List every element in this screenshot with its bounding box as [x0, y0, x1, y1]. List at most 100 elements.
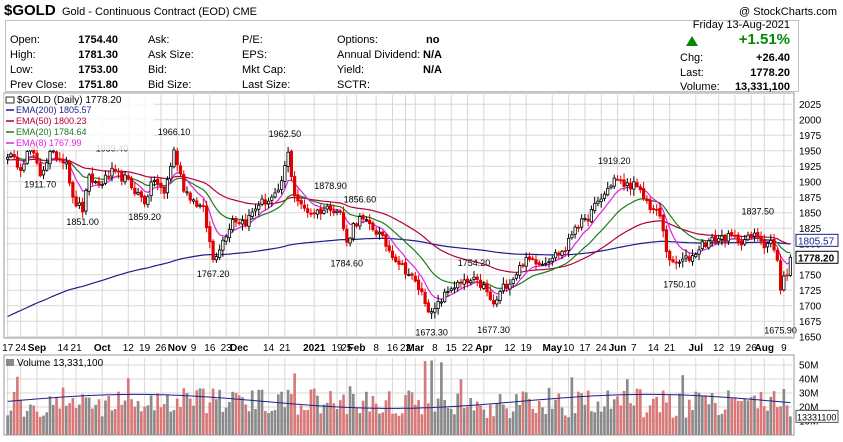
candle-body — [25, 151, 29, 165]
volume-bar — [48, 396, 52, 435]
candle-body — [247, 215, 251, 227]
candle-body — [390, 250, 395, 259]
candle-body — [606, 188, 610, 196]
volume-bar — [208, 402, 212, 435]
volume-bar — [475, 401, 479, 435]
volume-bar — [723, 409, 727, 435]
date-tick-label: 8 — [373, 343, 379, 354]
candle-body — [573, 226, 577, 235]
date-tick-label: Feb — [348, 343, 366, 354]
candle-body — [459, 281, 463, 284]
candle-body — [436, 300, 440, 309]
volume-bar — [779, 406, 782, 435]
volume-bar — [661, 390, 665, 435]
candle-body — [6, 156, 10, 160]
candle-body — [283, 165, 287, 182]
candle-body — [599, 198, 603, 203]
candle-body — [133, 187, 137, 195]
candle-body — [733, 234, 737, 237]
candle-body — [19, 167, 23, 171]
last-volume-tag — [795, 409, 839, 423]
volume-bar — [91, 408, 94, 435]
candle-body — [257, 204, 261, 210]
candle-body — [204, 205, 209, 229]
volume-bar — [537, 400, 541, 435]
price-tick-label: 1675 — [799, 317, 822, 328]
candle-body — [152, 179, 156, 182]
volume-bar — [524, 392, 528, 435]
volume-bar — [564, 415, 567, 435]
pe-label: P/E: — [242, 34, 263, 46]
candle-body — [544, 262, 548, 265]
volume-bar — [55, 396, 58, 435]
volume-tick-label: 20M — [799, 403, 818, 414]
candle-body — [172, 149, 176, 168]
candle-body — [319, 208, 323, 215]
legend-entry: EMA(8) 1767.99 — [16, 138, 82, 148]
volume-bar — [531, 408, 535, 435]
volume-bar — [58, 408, 62, 435]
volume-bar — [554, 399, 557, 435]
volume-bar — [224, 407, 228, 435]
volume-bar — [433, 411, 437, 435]
date-tick-label: 9 — [781, 343, 787, 354]
volume-bar — [110, 410, 114, 435]
candle-body — [315, 209, 320, 215]
candle-body — [762, 239, 766, 249]
volume-bar — [596, 401, 600, 435]
volume-bar — [12, 391, 16, 435]
date-tick-label: Dec — [230, 343, 249, 354]
volume-bar — [241, 397, 244, 435]
candle-body — [208, 226, 212, 243]
volume-bar — [749, 396, 753, 435]
high-label: High: — [10, 49, 36, 61]
candle-body — [156, 178, 160, 184]
volume-bar — [459, 379, 463, 435]
candle-body — [67, 160, 72, 184]
volume-bar — [410, 392, 414, 435]
candle-body — [638, 186, 642, 191]
volume-bar — [671, 417, 675, 435]
candle-body — [110, 167, 114, 177]
candle-body — [707, 240, 711, 249]
volume-bar — [625, 379, 629, 435]
volume-bar — [234, 392, 238, 435]
candle-body — [576, 226, 580, 229]
volume-bar — [417, 400, 420, 435]
volume-bar — [420, 414, 424, 435]
candle-body — [279, 180, 284, 190]
candle-body — [759, 236, 763, 242]
candle-body — [81, 201, 85, 213]
candle-body — [560, 250, 564, 256]
volume-bar — [146, 405, 150, 435]
volume-bar — [730, 398, 733, 435]
candle-body — [22, 163, 26, 171]
date-tick-label: 19 — [521, 343, 533, 354]
volume-bar — [123, 400, 127, 435]
candle-body — [188, 192, 192, 201]
volume-bar — [404, 395, 407, 435]
volume-bar — [87, 397, 91, 435]
volume-bar — [668, 394, 672, 435]
volume-bar — [306, 410, 310, 435]
volume-bar — [254, 409, 257, 435]
candle-body — [612, 177, 616, 187]
candle-body — [413, 275, 417, 282]
ema50-line — [7, 158, 791, 273]
candle-body — [730, 231, 734, 237]
candle-body — [485, 283, 489, 293]
volume-bar — [143, 406, 146, 435]
volume-bar — [325, 402, 329, 435]
candle-body — [449, 288, 453, 291]
candle-body — [374, 230, 378, 235]
volume-bar — [97, 399, 101, 435]
volume-bar — [211, 388, 215, 435]
candle-body — [263, 199, 267, 205]
candle-body — [430, 311, 434, 314]
volume-bar — [136, 401, 140, 435]
volume-bar — [130, 399, 133, 435]
candle-body — [58, 158, 62, 161]
date-tick-label: 19 — [331, 343, 343, 354]
candle-body — [240, 220, 245, 225]
